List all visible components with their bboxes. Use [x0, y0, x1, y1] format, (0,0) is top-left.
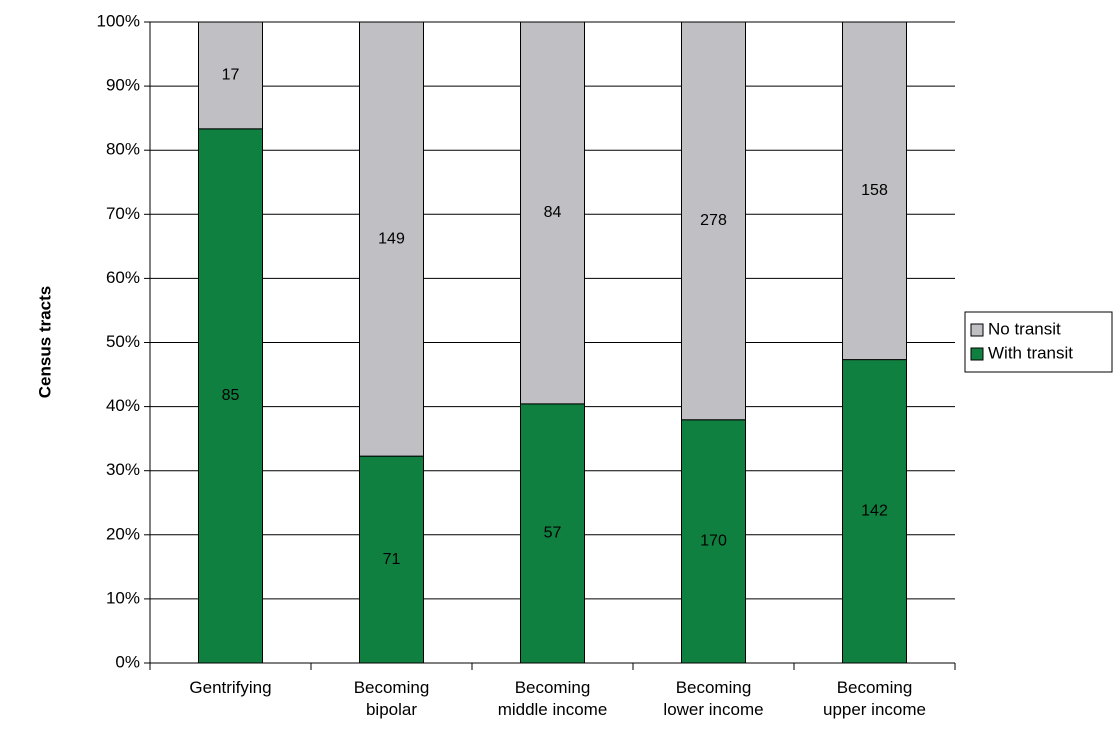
legend-label: No transit: [988, 319, 1061, 338]
y-axis-title: Census tracts: [35, 286, 54, 398]
data-label: 158: [861, 182, 888, 199]
y-tick-label: 20%: [106, 524, 140, 543]
y-tick-label: 80%: [106, 140, 140, 159]
y-tick-label: 90%: [106, 76, 140, 95]
bar-segment: [520, 21, 585, 405]
bar-segment: [842, 21, 907, 361]
y-tick-label: 30%: [106, 460, 140, 479]
legend-marker: [970, 323, 984, 337]
legend-label: With transit: [988, 343, 1073, 362]
legend-box: [964, 311, 1113, 373]
x-tick-label: Gentrifying: [189, 678, 272, 697]
data-label: 57: [544, 525, 562, 542]
data-label: 84: [544, 204, 562, 221]
bar-segment: [681, 21, 746, 421]
y-tick-label: 70%: [106, 204, 140, 223]
data-label: 17: [222, 67, 240, 84]
y-tick-label: 50%: [106, 332, 140, 351]
x-tick-label: Becoming lower income: [663, 678, 764, 719]
data-label: 142: [861, 503, 888, 520]
y-tick-label: 10%: [106, 588, 140, 607]
bar-segment: [842, 359, 907, 664]
bar-segment: [681, 419, 746, 664]
y-tick-label: 40%: [106, 396, 140, 415]
bar-segment: [359, 21, 424, 457]
y-tick-label: 100%: [97, 11, 140, 30]
x-tick-label: Becoming middle income: [497, 678, 608, 719]
y-tick-label: 60%: [106, 268, 140, 287]
data-label: 170: [700, 533, 727, 550]
x-tick-label: Becoming upper income: [822, 678, 926, 719]
legend-marker: [970, 347, 984, 361]
data-label: 71: [383, 551, 401, 568]
bar-segment: [359, 455, 424, 664]
bar-segment: [198, 21, 263, 130]
bar-segment: [198, 128, 263, 664]
data-label: 149: [378, 230, 405, 247]
x-tick-label: Becoming bipolar: [353, 678, 430, 719]
data-label: 85: [222, 387, 240, 404]
data-label: 278: [700, 212, 727, 229]
bar-segment: [520, 403, 585, 664]
y-tick-label: 0%: [115, 652, 140, 671]
